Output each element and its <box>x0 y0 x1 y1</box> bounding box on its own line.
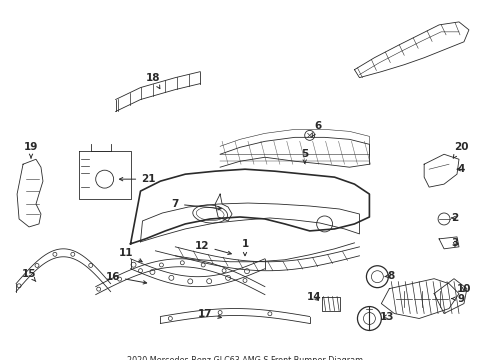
Text: 9: 9 <box>452 294 465 303</box>
Text: 11: 11 <box>119 248 142 262</box>
Text: 19: 19 <box>24 142 38 158</box>
Text: 18: 18 <box>146 73 161 89</box>
Text: 12: 12 <box>195 241 231 255</box>
Text: 2020 Mercedes-Benz GLC63 AMG S Front Bumper Diagram: 2020 Mercedes-Benz GLC63 AMG S Front Bum… <box>127 356 363 360</box>
Text: 14: 14 <box>306 292 321 302</box>
Text: 1: 1 <box>242 239 248 256</box>
Text: 17: 17 <box>198 309 221 319</box>
Text: 3: 3 <box>451 238 459 248</box>
Text: 16: 16 <box>105 272 147 284</box>
Text: 5: 5 <box>301 149 308 163</box>
Text: 21: 21 <box>120 174 156 184</box>
Text: 2: 2 <box>451 213 459 223</box>
Text: 4: 4 <box>457 164 465 174</box>
Text: 10: 10 <box>457 284 471 294</box>
Text: 8: 8 <box>385 271 395 281</box>
Text: 20: 20 <box>453 142 468 158</box>
Text: 15: 15 <box>22 269 36 282</box>
Text: 6: 6 <box>312 121 321 137</box>
Text: 7: 7 <box>172 199 221 210</box>
Text: 13: 13 <box>380 311 394 321</box>
